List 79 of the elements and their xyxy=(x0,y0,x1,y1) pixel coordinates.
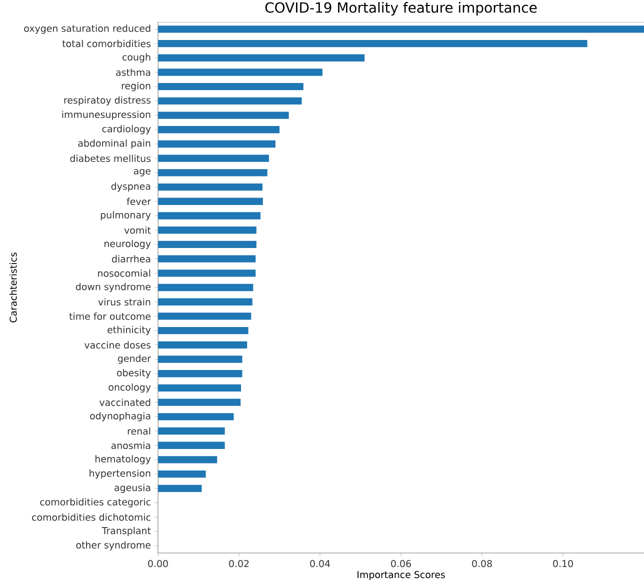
bar xyxy=(158,284,254,292)
y-tick-label: cough xyxy=(122,53,150,62)
bar xyxy=(158,370,242,378)
bar xyxy=(158,126,280,134)
y-tick-label: respiratoy distress xyxy=(64,96,151,106)
bar xyxy=(158,198,263,205)
bar xyxy=(158,427,225,435)
bar xyxy=(158,240,256,248)
y-tick-label: nosocomial xyxy=(98,269,150,277)
y-tick-label: anosmia xyxy=(111,442,150,450)
y-tick-label: ageusia xyxy=(114,484,150,494)
x-axis-title: Importance Scores xyxy=(358,571,445,580)
bar xyxy=(158,398,241,406)
y-tick-label: virus strain xyxy=(98,298,150,306)
x-tick-label: 0.06 xyxy=(391,560,411,568)
bar xyxy=(158,54,365,62)
bar xyxy=(158,456,218,464)
y-tick-label: total comorbidities xyxy=(62,40,151,48)
y-tick-label: obesity xyxy=(117,369,151,378)
y-tick-label: down syndrome xyxy=(76,282,151,292)
y-tick-label: cardiology xyxy=(102,125,151,134)
bar xyxy=(158,326,248,334)
y-tick-label: Transplant xyxy=(102,526,151,536)
x-tick-label: 0.08 xyxy=(472,560,492,568)
bar xyxy=(158,169,268,176)
bar xyxy=(158,484,202,492)
bar xyxy=(158,442,225,449)
y-tick-label: oncology xyxy=(108,383,151,393)
x-tick-label: 0.10 xyxy=(553,560,573,568)
y-axis-title: Carachteristics xyxy=(9,252,17,322)
y-tick-label: vaccine doses xyxy=(84,341,151,349)
y-tick-label: hypertension xyxy=(90,469,150,479)
bar xyxy=(158,470,206,478)
bar xyxy=(158,97,302,105)
y-tick-label: oxygen saturation reduced xyxy=(24,24,150,34)
bar xyxy=(158,68,322,76)
y-tick-label: hematology xyxy=(95,455,151,464)
y-tick-label: asthma xyxy=(116,68,150,76)
y-tick-label: pulmonary xyxy=(100,211,151,220)
bar xyxy=(158,82,304,90)
y-tick-label: vaccinated xyxy=(99,398,150,406)
y-tick-label: renal xyxy=(128,427,150,435)
y-tick-label: age xyxy=(134,169,151,176)
x-tick-label: 0.00 xyxy=(148,560,168,568)
y-tick-label: vomit xyxy=(124,226,151,234)
bar xyxy=(158,356,242,363)
bar xyxy=(158,413,234,420)
bar xyxy=(158,212,260,220)
y-tick-label: comorbidities categoric xyxy=(40,498,150,508)
y-tick-label: region xyxy=(122,82,150,92)
x-tick-label: 0.02 xyxy=(229,560,249,568)
y-tick-label: diabetes mellitus xyxy=(70,154,151,162)
y-tick-label: other syndrome xyxy=(76,541,151,550)
y-tick-label: dyspnea xyxy=(111,182,150,192)
y-tick-label: neurology xyxy=(104,240,151,250)
bar xyxy=(158,298,252,306)
bar xyxy=(158,255,256,262)
y-tick-label: gender xyxy=(118,354,151,364)
chart-title: COVID-19 Mortality feature importance xyxy=(265,2,537,16)
bar xyxy=(158,384,242,392)
bar xyxy=(158,40,588,48)
bar xyxy=(158,26,644,33)
y-tick-label: comorbidities dichotomic xyxy=(32,513,150,521)
bar xyxy=(158,140,276,148)
bar xyxy=(158,226,256,234)
bar xyxy=(158,112,289,119)
y-tick-label: abdominal pain xyxy=(78,139,150,149)
bar xyxy=(158,154,269,162)
x-tick-label: 0.04 xyxy=(310,560,330,568)
bar xyxy=(158,341,248,348)
y-tick-label: ethinicity xyxy=(108,326,151,336)
y-tick-label: immunesupression xyxy=(62,110,150,120)
bar xyxy=(158,312,252,320)
y-tick-label: odynophagia xyxy=(90,412,150,422)
bar xyxy=(158,270,256,277)
y-tick-label: fever xyxy=(126,198,151,206)
bar xyxy=(158,183,262,191)
y-tick-label: diarrhea xyxy=(112,255,150,262)
y-tick-label: time for outcome xyxy=(69,312,150,320)
